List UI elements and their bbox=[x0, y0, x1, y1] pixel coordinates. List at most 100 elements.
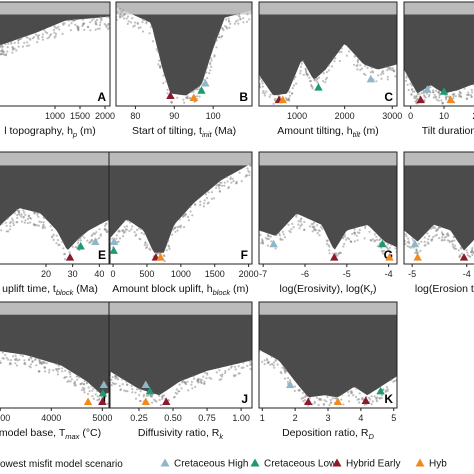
cloud-point bbox=[189, 210, 192, 213]
cloud-point bbox=[71, 245, 74, 248]
cloud-point bbox=[6, 50, 9, 53]
cloud-point bbox=[340, 50, 343, 54]
model-cloud-top bbox=[404, 2, 474, 15]
cloud-point bbox=[364, 64, 367, 67]
cloud-point bbox=[168, 247, 171, 250]
x-tick-label: 500 bbox=[139, 269, 154, 279]
cloud-point bbox=[322, 80, 325, 83]
cloud-point bbox=[26, 41, 29, 44]
x-tick-label: 0 bbox=[408, 111, 413, 121]
cloud-point bbox=[271, 362, 274, 366]
cloud-point bbox=[438, 96, 441, 99]
x-tick-label: 1 bbox=[260, 413, 265, 423]
cloud-point bbox=[68, 251, 71, 254]
legend-item: Hybrid Early bbox=[332, 458, 400, 470]
panel-F: 0 500 1000 1500 2000 F Amount block uplift, hb… bbox=[108, 151, 259, 297]
marker-cretaceous-high bbox=[269, 239, 278, 248]
cloud-point bbox=[83, 387, 86, 390]
cloud-point bbox=[431, 226, 435, 229]
cloud-point bbox=[317, 403, 320, 406]
cloud-point bbox=[293, 389, 296, 392]
marker-hybrid-late bbox=[413, 253, 422, 261]
cloud-point bbox=[28, 216, 31, 219]
cloud-point bbox=[215, 371, 218, 374]
cloud-point bbox=[278, 232, 281, 235]
cloud-point bbox=[83, 391, 86, 394]
cloud-point bbox=[331, 397, 334, 400]
cloud-point bbox=[13, 41, 16, 45]
cloud-point bbox=[15, 49, 18, 52]
cloud-point bbox=[242, 366, 245, 369]
cloud-point bbox=[287, 376, 290, 380]
cloud-point bbox=[219, 374, 222, 377]
cloud-point bbox=[233, 375, 236, 378]
cloud-point bbox=[56, 373, 60, 376]
cloud-point bbox=[370, 395, 373, 398]
cloud-point bbox=[165, 80, 168, 83]
cloud-point bbox=[196, 379, 199, 383]
cloud-point bbox=[137, 26, 140, 30]
cloud-point bbox=[465, 249, 468, 252]
cloud-point bbox=[41, 227, 44, 230]
cloud-point bbox=[23, 221, 26, 224]
cloud-point bbox=[143, 233, 146, 236]
cloud-point bbox=[375, 235, 378, 238]
cloud-point bbox=[269, 93, 272, 96]
cloud-point bbox=[233, 22, 236, 25]
cloud-point bbox=[239, 18, 242, 21]
cloud-point bbox=[470, 88, 473, 91]
cloud-point bbox=[155, 400, 158, 403]
model-cloud bbox=[404, 2, 474, 105]
cloud-point bbox=[16, 208, 19, 212]
cloud-point bbox=[350, 390, 353, 393]
cloud-point bbox=[139, 390, 142, 393]
cloud-point bbox=[43, 370, 47, 373]
cloud-point bbox=[284, 371, 287, 374]
cloud-point bbox=[131, 17, 134, 20]
cloud-point bbox=[426, 241, 429, 244]
cloud-point bbox=[300, 62, 303, 65]
cloud-point bbox=[325, 71, 328, 74]
cloud-point bbox=[98, 24, 102, 27]
model-cloud-core bbox=[404, 152, 474, 251]
cloud-point bbox=[2, 50, 6, 54]
cloud-point bbox=[74, 246, 77, 249]
cloud-point bbox=[14, 362, 17, 365]
cloud-point bbox=[451, 93, 454, 96]
cloud-point bbox=[453, 246, 456, 249]
cloud-point bbox=[87, 386, 90, 389]
cloud-point bbox=[326, 395, 329, 398]
cloud-point bbox=[387, 249, 390, 252]
cloud-point bbox=[454, 244, 457, 247]
cloud-point bbox=[37, 215, 40, 218]
model-cloud bbox=[109, 302, 252, 407]
cloud-point bbox=[313, 402, 316, 405]
x-axis-label: Deposition ratio, RD bbox=[282, 427, 374, 441]
x-tick-label: 100 bbox=[206, 111, 221, 121]
cloud-point bbox=[126, 383, 129, 386]
cloud-point bbox=[210, 197, 214, 200]
cloud-point bbox=[369, 238, 372, 242]
cloud-point bbox=[247, 169, 250, 173]
cloud-point bbox=[186, 97, 189, 100]
cloud-point bbox=[249, 363, 252, 366]
cloud-point bbox=[192, 377, 196, 380]
cloud-point bbox=[248, 174, 251, 177]
cloud-point bbox=[194, 88, 197, 91]
x-tick-label: 2000 bbox=[335, 111, 355, 121]
cloud-point bbox=[340, 398, 343, 401]
cloud-point bbox=[230, 181, 233, 184]
cloud-point bbox=[70, 378, 73, 381]
cloud-point bbox=[130, 228, 133, 231]
cloud-point bbox=[288, 99, 291, 102]
cloud-point bbox=[89, 29, 92, 32]
cloud-point bbox=[340, 47, 343, 50]
cloud-point bbox=[411, 237, 414, 240]
cloud-point bbox=[133, 24, 136, 27]
cloud-point bbox=[299, 69, 302, 72]
cloud-point bbox=[128, 229, 131, 233]
cloud-point bbox=[96, 395, 99, 398]
cloud-point bbox=[134, 397, 138, 400]
x-tick-label: 3 bbox=[325, 413, 330, 423]
cloud-point bbox=[187, 215, 190, 219]
